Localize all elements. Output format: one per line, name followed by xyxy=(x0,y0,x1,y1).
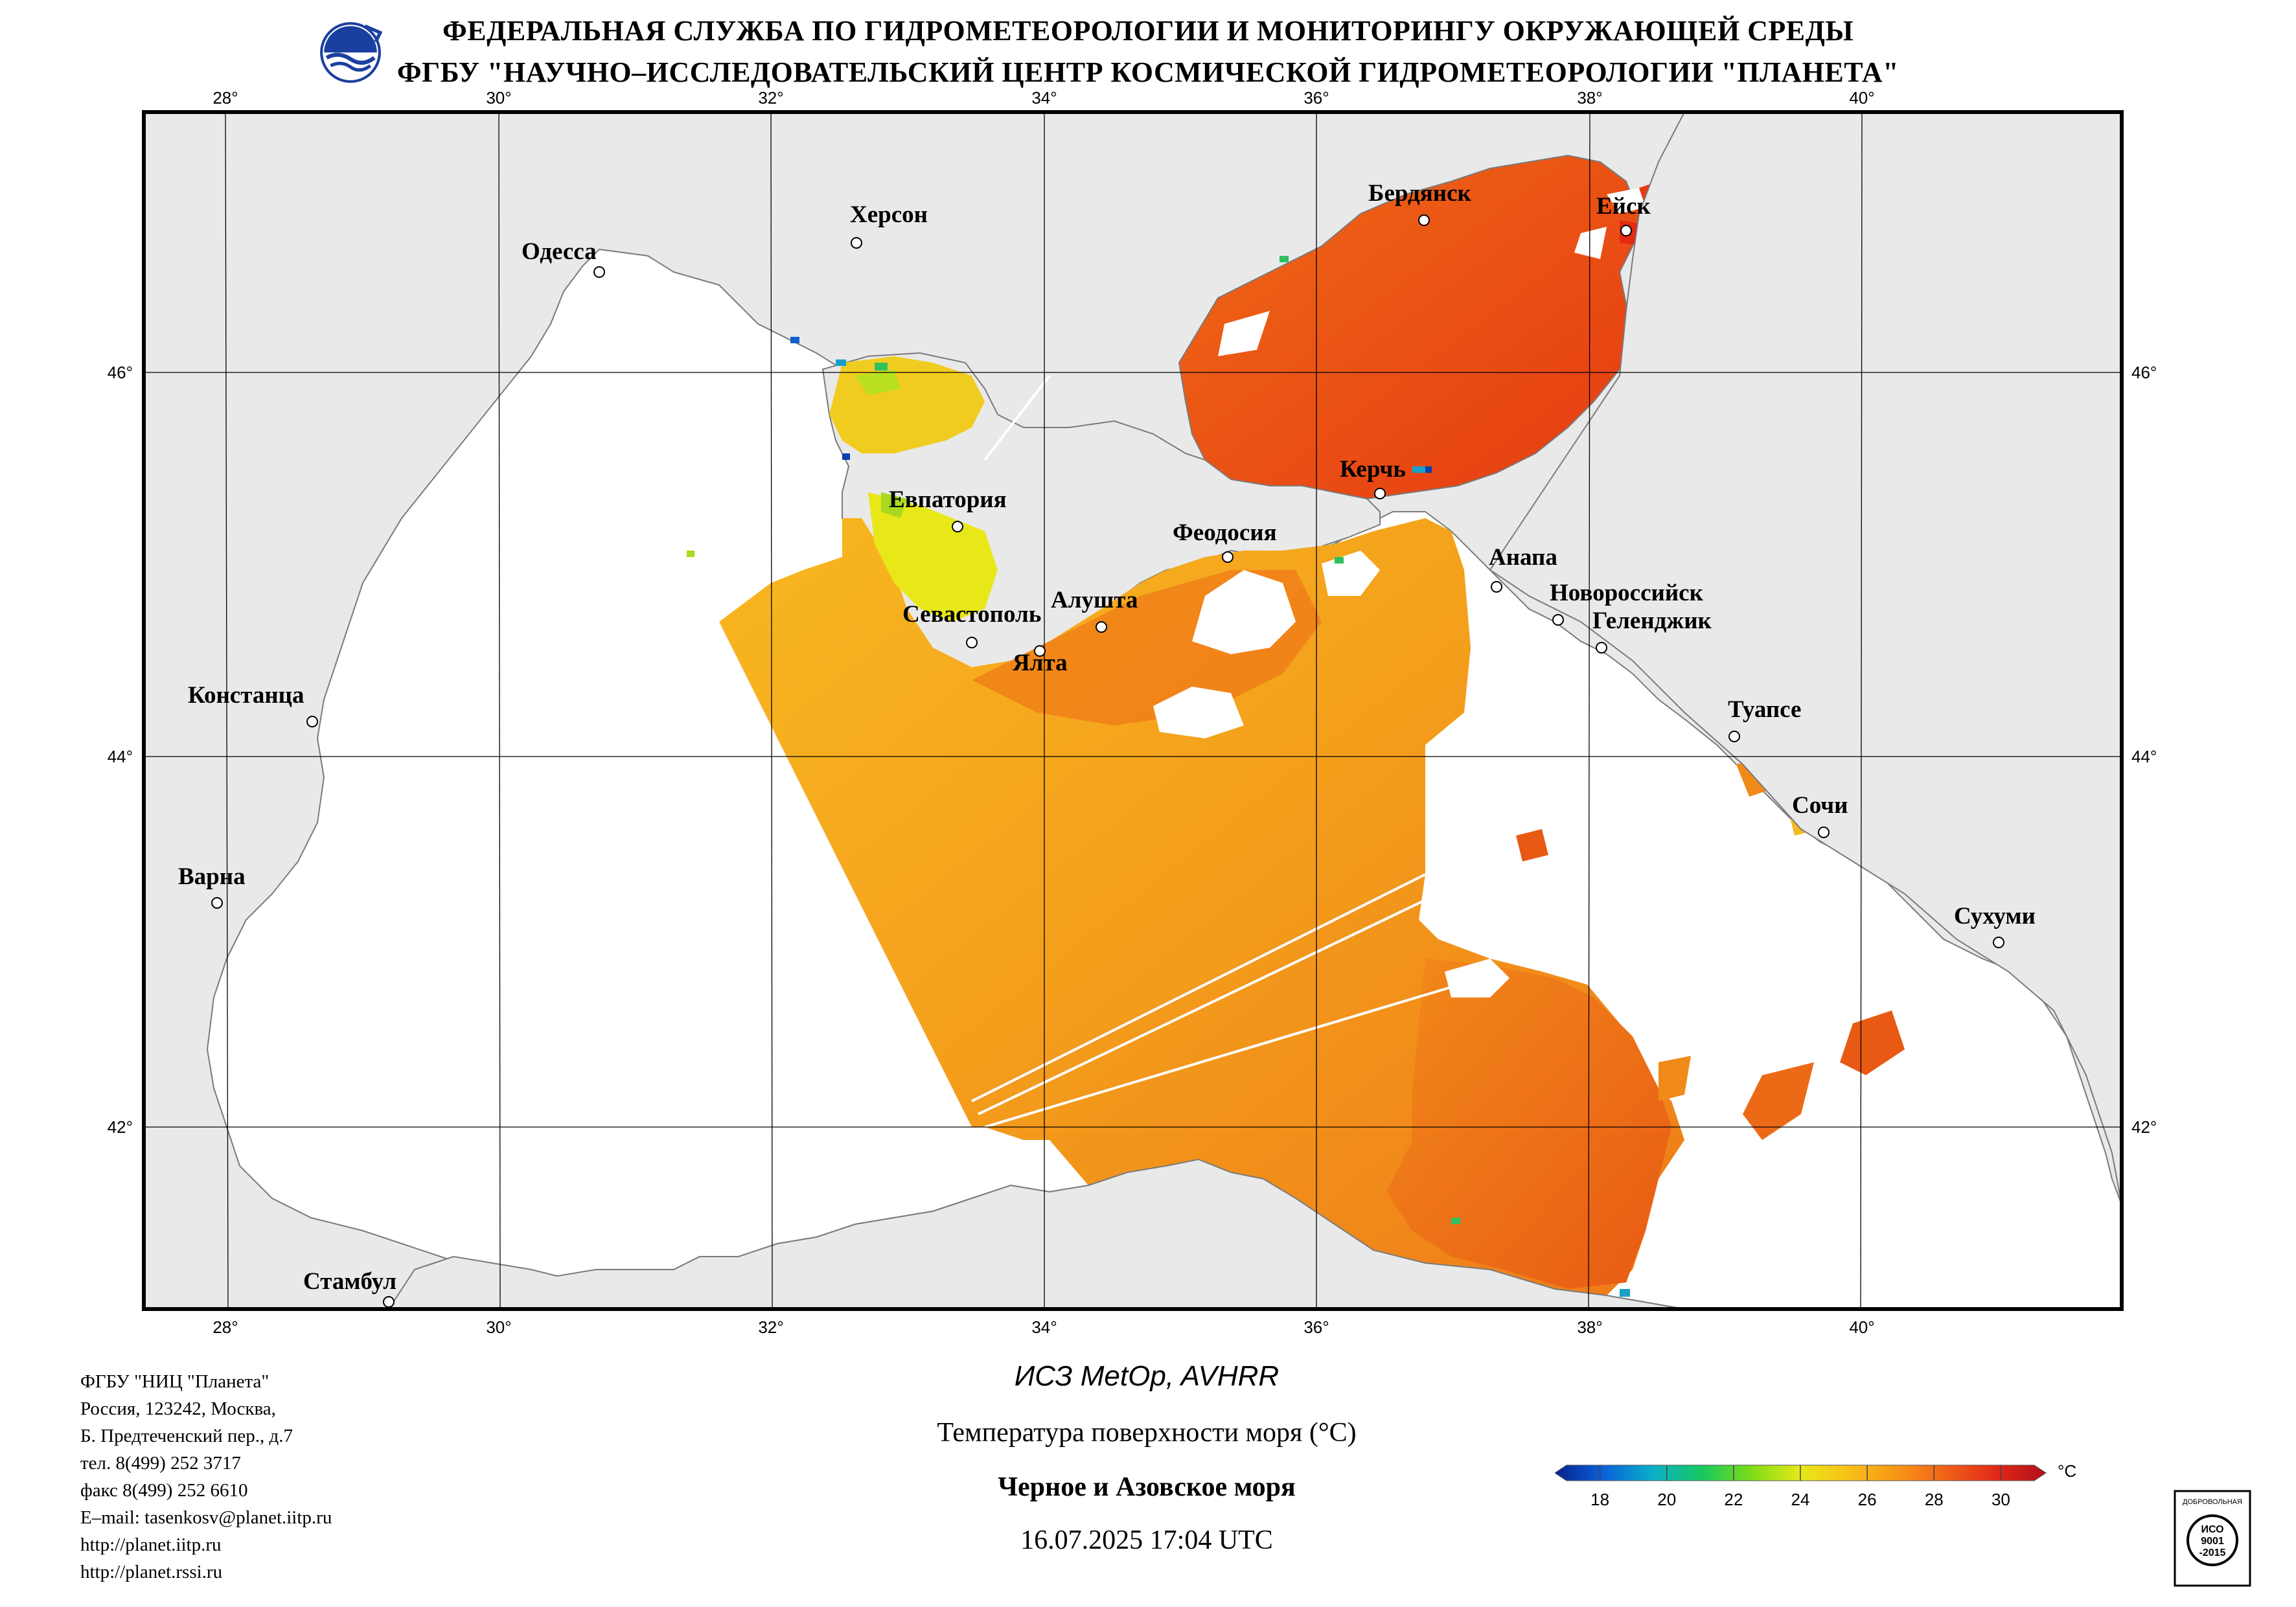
longitude-tick-label: 36° xyxy=(1303,1317,1329,1337)
longitude-tick-label: 32° xyxy=(758,88,783,108)
longitude-tick-label: 30° xyxy=(486,1317,511,1337)
latitude-tick-label: 42° xyxy=(108,1117,133,1137)
latitude-ticks-left: 46° 44° 42° xyxy=(108,363,133,1137)
city-marker xyxy=(306,716,318,727)
longitude-ticks-bottom: 28° 30° 32° 34° 36° 38° 40° xyxy=(212,1317,1874,1337)
colorbar-tick-label: 20 xyxy=(1657,1490,1676,1509)
org-info-line: E–mail: tasenkosv@planet.iitp.ru xyxy=(80,1507,332,1528)
graticule xyxy=(144,112,2122,1309)
svg-text:ДОБРОВОЛЬНАЯ: ДОБРОВОЛЬНАЯ xyxy=(2183,1498,2242,1506)
city-marker xyxy=(1728,731,1740,742)
city-label: Алушта xyxy=(1051,587,1138,613)
longitude-tick-label: 38° xyxy=(1577,88,1602,108)
longitude-tick-label: 30° xyxy=(486,88,511,108)
city-marker xyxy=(966,637,978,648)
city-label: Керчь xyxy=(1340,456,1406,483)
colorbar-tick-label: 28 xyxy=(1925,1490,1944,1509)
latitude-tick-label: 46° xyxy=(2131,363,2157,382)
city-marker xyxy=(383,1296,395,1308)
city-label: Стамбул xyxy=(303,1268,396,1295)
city-marker xyxy=(1491,581,1502,593)
city-label: Сухуми xyxy=(1954,903,2036,929)
city-labels: Херсон Одесса Бердянск Ейск Керчь Евпатория Фе… xyxy=(178,180,2036,1308)
temperature-colorbar: 18 20 22 24 26 28 30 °С xyxy=(1555,1461,2076,1509)
city-label: Херсон xyxy=(850,201,928,228)
longitude-ticks-top: 28° 30° 32° 34° 36° 38° 40° xyxy=(212,88,1874,108)
satellite-label: ИСЗ MetOp, AVHRR xyxy=(1014,1360,1280,1392)
city-label: Варна xyxy=(178,863,246,890)
colorbar-unit: °С xyxy=(2058,1461,2076,1481)
city-marker xyxy=(952,521,963,532)
city-label: Феодосия xyxy=(1173,519,1277,546)
colorbar-tick-label: 26 xyxy=(1858,1490,1877,1509)
city-label: Евпатория xyxy=(889,486,1007,513)
latitude-tick-label: 46° xyxy=(108,363,133,382)
longitude-tick-label: 40° xyxy=(1849,88,1874,108)
parameter-label: Температура поверхности моря (°С) xyxy=(937,1418,1357,1448)
longitude-tick-label: 36° xyxy=(1303,88,1329,108)
city-marker xyxy=(851,237,862,249)
latitude-ticks-right: 46° 44° 42° xyxy=(2131,363,2157,1137)
longitude-tick-label: 38° xyxy=(1577,1317,1602,1337)
city-label: Констанца xyxy=(188,682,304,709)
city-marker xyxy=(1418,214,1430,226)
city-marker xyxy=(211,897,223,909)
caucasus-land xyxy=(1489,112,2122,1205)
city-label: Ялта xyxy=(1013,650,1068,676)
svg-text:9001: 9001 xyxy=(2201,1536,2224,1547)
city-marker xyxy=(1818,826,1830,838)
organization-info: ФГБУ "НИЦ "Планета" Россия, 123242, Москв… xyxy=(80,1368,332,1586)
latitude-tick-label: 44° xyxy=(108,747,133,766)
turkey-land xyxy=(387,1158,1685,1309)
city-label: Туапсе xyxy=(1728,696,1801,723)
city-marker xyxy=(1374,488,1386,499)
colorbar-tick-label: 30 xyxy=(1992,1490,2010,1509)
city-marker xyxy=(1222,551,1234,563)
city-marker xyxy=(1620,225,1632,236)
city-label: Анапа xyxy=(1489,544,1557,571)
org-info-line: http://planet.iitp.ru xyxy=(80,1534,222,1555)
colorbar-tick-label: 24 xyxy=(1791,1490,1810,1509)
org-info-line: тел. 8(499) 252 3717 xyxy=(80,1453,241,1474)
city-label: Одесса xyxy=(522,238,597,265)
datetime-label: 16.07.2025 17:04 UTC xyxy=(1020,1525,1273,1555)
city-label: Бердянск xyxy=(1368,180,1471,207)
city-marker xyxy=(1552,614,1564,626)
planeta-logo-icon xyxy=(320,22,383,83)
org-info-line: Б. Предтеченский пер., д.7 xyxy=(80,1426,293,1446)
longitude-tick-label: 28° xyxy=(212,1317,238,1337)
longitude-tick-label: 28° xyxy=(212,88,238,108)
colorbar-tick-label: 18 xyxy=(1590,1490,1609,1509)
svg-text:ИСО: ИСО xyxy=(2201,1524,2223,1535)
city-label: Сочи xyxy=(1792,792,1848,819)
city-marker xyxy=(1096,621,1107,633)
city-label: Новороссийск xyxy=(1550,580,1704,606)
org-info-line: Россия, 123242, Москва, xyxy=(80,1398,276,1419)
latitude-tick-label: 44° xyxy=(2131,747,2157,766)
city-marker xyxy=(1034,645,1046,657)
city-marker xyxy=(593,266,605,278)
header-line-1: ФЕДЕРАЛЬНАЯ СЛУЖБА ПО ГИДРОМЕТЕОРОЛОГИИ … xyxy=(442,15,1854,47)
longitude-tick-label: 32° xyxy=(758,1317,783,1337)
header-line-2: ФГБУ "НАУЧНО–ИССЛЕДОВАТЕЛЬСКИЙ ЦЕНТР КОС… xyxy=(396,56,1900,88)
org-info-line: http://planet.rssi.ru xyxy=(80,1562,223,1582)
city-marker xyxy=(1596,642,1607,654)
longitude-tick-label: 40° xyxy=(1849,1317,1874,1337)
org-info-line: факс 8(499) 252 6610 xyxy=(80,1480,248,1501)
svg-text:-2015: -2015 xyxy=(2199,1547,2226,1558)
latitude-tick-label: 42° xyxy=(2131,1117,2157,1137)
iso-certificate-icon: ДОБРОВОЛЬНАЯ ИСО 9001 -2015 xyxy=(2174,1490,2251,1587)
sst-swath-east xyxy=(1386,959,1671,1289)
longitude-tick-label: 34° xyxy=(1031,1317,1057,1337)
city-label: Севастополь xyxy=(902,601,1041,628)
org-info-line: ФГБУ "НИЦ "Планета" xyxy=(80,1371,270,1392)
longitude-tick-label: 34° xyxy=(1031,88,1057,108)
region-label: Черное и Азовское моря xyxy=(998,1472,1296,1502)
city-label: Геленджик xyxy=(1592,608,1712,634)
colorbar-tick-label: 22 xyxy=(1724,1490,1743,1509)
city-marker xyxy=(1993,937,2004,948)
city-label: Ейск xyxy=(1596,193,1651,220)
